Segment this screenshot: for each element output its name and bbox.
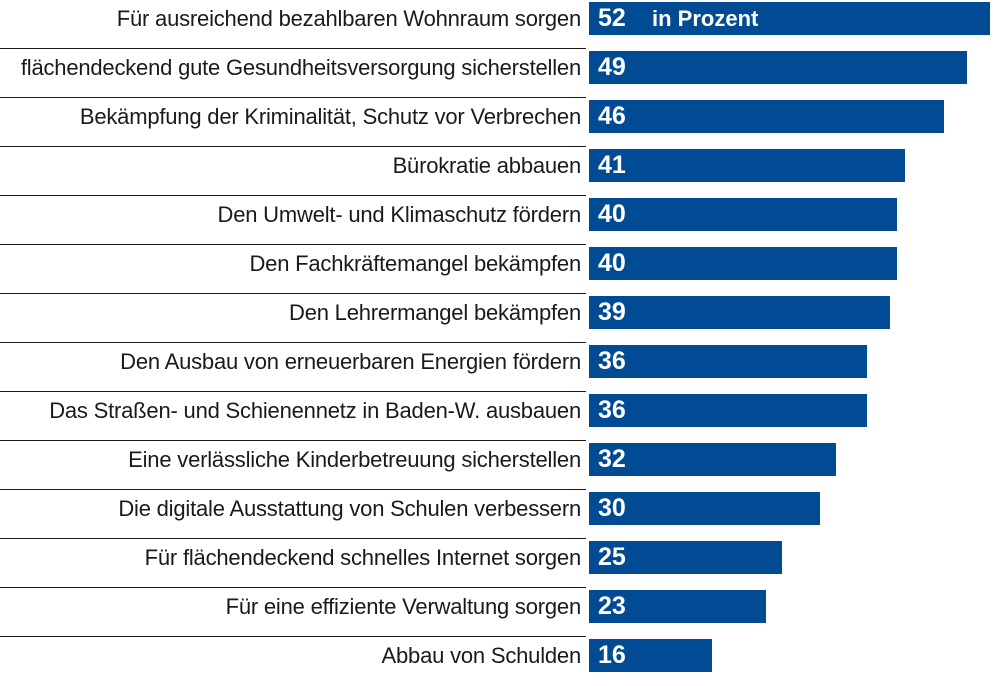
bar-row: Für eine effiziente Verwaltung sorgen 23 xyxy=(0,588,996,637)
row-separator xyxy=(0,195,586,196)
bar-row: Das Straßen- und Schienennetz in Baden-W… xyxy=(0,392,996,441)
bar xyxy=(589,394,867,427)
bar-row: Den Fachkräftemangel bekämpfen 40 xyxy=(0,245,996,294)
value-label: 23 xyxy=(598,592,626,620)
bar-row: Den Umwelt- und Klimaschutz fördern 40 xyxy=(0,196,996,245)
bar xyxy=(589,492,820,525)
bar xyxy=(589,296,890,329)
category-label: Den Fachkräftemangel bekämpfen xyxy=(249,251,581,276)
category-label: Eine verlässliche Kinderbetreuung sicher… xyxy=(128,447,581,472)
value-label: 52 xyxy=(598,4,626,32)
bar xyxy=(589,639,712,672)
category-label: Den Ausbau von erneuerbaren Energien för… xyxy=(120,349,581,374)
bar-row: Bürokratie abbauen 41 xyxy=(0,147,996,196)
category-label: Das Straßen- und Schienennetz in Baden-W… xyxy=(49,398,581,423)
row-separator xyxy=(0,293,586,294)
category-label: flächendeckend gute Gesundheitsversorgun… xyxy=(20,55,581,80)
row-separator xyxy=(0,538,586,539)
value-label: 40 xyxy=(598,200,626,228)
unit-label: in Prozent xyxy=(652,6,759,31)
value-label: 25 xyxy=(598,543,626,571)
value-label: 16 xyxy=(598,641,626,669)
row-separator xyxy=(0,391,586,392)
bar-row: flächendeckend gute Gesundheitsversorgun… xyxy=(0,49,996,98)
value-label: 36 xyxy=(598,347,626,375)
category-label: Bürokratie abbauen xyxy=(392,153,582,178)
value-label: 49 xyxy=(598,53,626,81)
value-label: 36 xyxy=(598,396,626,424)
bar-row: Bekämpfung der Kriminalität, Schutz vor … xyxy=(0,98,996,147)
bar xyxy=(589,198,897,231)
bar xyxy=(589,100,944,133)
bar-row: Abbau von Schulden 16 xyxy=(0,637,996,686)
bar-row: Eine verlässliche Kinderbetreuung sicher… xyxy=(0,441,996,490)
category-label: Für eine effiziente Verwaltung sorgen xyxy=(225,594,582,619)
value-label: 30 xyxy=(598,494,626,522)
row-separator xyxy=(0,48,586,49)
bar-row: Den Ausbau von erneuerbaren Energien för… xyxy=(0,343,996,392)
value-label: 40 xyxy=(598,249,626,277)
bar xyxy=(589,247,897,280)
category-label: Den Umwelt- und Klimaschutz fördern xyxy=(217,202,582,227)
category-label: Den Lehrermangel bekämpfen xyxy=(289,300,581,325)
row-separator xyxy=(0,489,586,490)
bar xyxy=(589,2,990,35)
bar xyxy=(589,51,967,84)
category-label: Die digitale Ausstattung von Schulen ver… xyxy=(118,496,581,521)
category-label: Für flächendeckend schnelles Internet so… xyxy=(144,545,582,570)
row-separator xyxy=(0,342,586,343)
bar-row: Für flächendeckend schnelles Internet so… xyxy=(0,539,996,588)
bar xyxy=(589,345,867,378)
bar xyxy=(589,541,782,574)
bar-row: Den Lehrermangel bekämpfen 39 xyxy=(0,294,996,343)
category-label: Für ausreichend bezahlbaren Wohnraum sor… xyxy=(116,6,581,31)
value-label: 41 xyxy=(598,151,626,179)
row-separator xyxy=(0,97,586,98)
value-label: 32 xyxy=(598,445,626,473)
row-separator xyxy=(0,587,586,588)
bar-row: Die digitale Ausstattung von Schulen ver… xyxy=(0,490,996,539)
bar xyxy=(589,149,905,182)
bar xyxy=(589,590,766,623)
row-separator xyxy=(0,244,586,245)
category-label: Bekämpfung der Kriminalität, Schutz vor … xyxy=(79,104,581,129)
row-separator xyxy=(0,636,586,637)
category-label: Abbau von Schulden xyxy=(381,643,582,668)
bar xyxy=(589,443,836,476)
row-separator xyxy=(0,146,586,147)
row-separator xyxy=(0,440,586,441)
bar-row: Für ausreichend bezahlbaren Wohnraum sor… xyxy=(0,0,996,49)
value-label: 39 xyxy=(598,298,626,326)
value-label: 46 xyxy=(598,102,626,130)
